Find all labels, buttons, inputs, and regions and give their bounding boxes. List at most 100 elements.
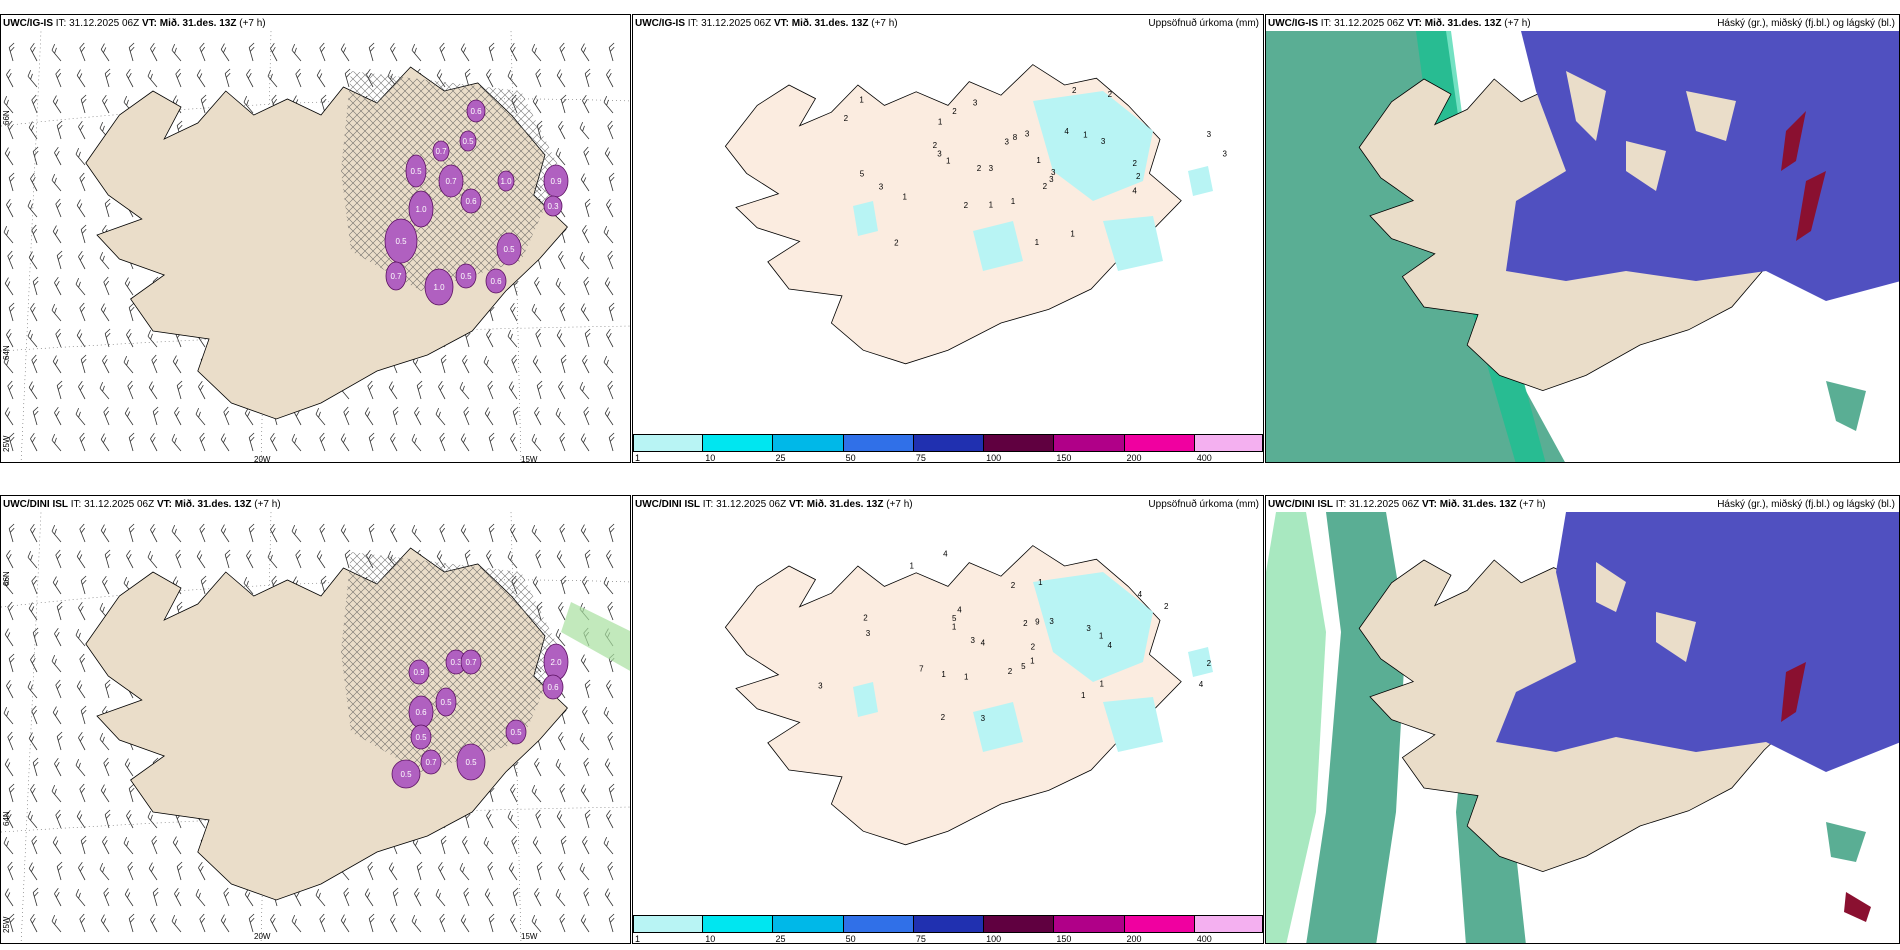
wind-barb <box>344 549 351 569</box>
precip-value-label: 2 <box>1136 172 1141 181</box>
wind-barb <box>246 68 254 88</box>
wind-barb <box>4 147 14 166</box>
panel-subtitle: Uppsöfnuð úrkoma (mm) <box>1148 499 1259 510</box>
icing-blob <box>497 170 515 192</box>
wind-barb <box>510 42 518 62</box>
wind-barb <box>75 407 86 426</box>
wind-barb <box>4 407 14 426</box>
wind-barb <box>558 380 566 400</box>
wind-barb <box>411 43 422 62</box>
colorbar-label: 25 <box>775 453 786 463</box>
icing-blob <box>485 268 507 294</box>
wind-barb <box>319 523 326 543</box>
icing-blob <box>405 154 427 188</box>
wind-barb <box>223 887 230 907</box>
wind-barb <box>583 757 590 777</box>
wind-barb <box>439 432 446 452</box>
wind-barb <box>534 406 542 426</box>
precip-value-label: 2 <box>844 114 849 123</box>
wind-barb <box>76 329 86 348</box>
colorbar-label: 100 <box>986 453 1002 463</box>
icing-areas: 0.5 1.0 0.5 0.7 1.0 0.6 0.5 0.7 0.6 0.5 0.6 1.0 0.9 0… <box>384 99 569 306</box>
wind-barb <box>291 524 302 543</box>
wind-barb <box>56 601 63 621</box>
precip-area <box>1033 91 1153 201</box>
precip-value-label: 1 <box>1011 197 1016 206</box>
wind-barb <box>198 861 206 881</box>
wind-barb <box>606 679 614 699</box>
colorbar-border <box>633 434 1263 452</box>
wind-barb <box>128 432 135 452</box>
precip-value-label: 2 <box>1132 159 1137 168</box>
wind-barb <box>171 43 182 62</box>
wind-barb <box>80 224 87 244</box>
wind-barb <box>368 432 375 452</box>
wind-barb <box>558 250 566 270</box>
wind-barb <box>535 328 542 348</box>
wind-barb <box>531 433 542 452</box>
wind-barb <box>198 380 206 400</box>
wind-barb <box>488 432 495 452</box>
wind-barb <box>27 550 38 569</box>
wind-barb <box>103 757 110 777</box>
wind-barb <box>55 809 62 829</box>
precip-value-label: 4 <box>1064 127 1069 136</box>
icing-blob <box>438 164 464 198</box>
icing-value-label: 0.6 <box>470 107 482 116</box>
wind-barb <box>580 654 590 673</box>
precip-value-label: 2 <box>1043 182 1048 191</box>
wind-barb <box>199 432 206 452</box>
wind-barb <box>31 354 38 374</box>
wind-barb <box>583 887 590 907</box>
wind-barb <box>559 783 566 803</box>
wind-barb <box>79 653 86 673</box>
wind-barb <box>606 809 614 829</box>
wind-barb <box>604 888 614 907</box>
wind-barb <box>27 69 38 88</box>
colorbar-segment <box>1054 915 1125 933</box>
wind-barb <box>54 757 62 777</box>
precip-areas <box>853 572 1213 752</box>
wind-barb <box>30 432 38 452</box>
lon-label-20: 20W <box>254 455 271 463</box>
wind-barb <box>604 147 614 166</box>
panel-title: UWC/IG-IS IT: 31.12.2025 06Z VT: Mið. 31… <box>3 18 266 29</box>
icing-blob <box>543 195 563 217</box>
wind-barb <box>532 95 542 114</box>
wind-barb <box>536 380 543 400</box>
precip-value-label: 3 <box>970 636 975 645</box>
precip-value-label: 2 <box>1164 602 1169 611</box>
wind-barb <box>100 433 110 452</box>
precip-value-label: 3 <box>818 681 823 690</box>
wind-barb <box>30 172 38 192</box>
colorbar-segment <box>633 434 704 452</box>
wind-barb <box>126 328 134 348</box>
icing-value-label: 0.5 <box>460 272 472 281</box>
precip-value-label: 2 <box>1108 90 1113 99</box>
wind-barb <box>532 576 542 595</box>
precip-value-label: 5 <box>1021 662 1026 671</box>
wind-barb <box>128 523 135 543</box>
wind-barb <box>560 354 567 374</box>
precip-value-label: 1 <box>989 200 994 209</box>
wind-barb <box>604 758 614 777</box>
wind-barb <box>510 783 518 803</box>
wind-barb <box>582 94 590 114</box>
wind-barb <box>416 861 423 881</box>
wind-barb <box>175 549 182 569</box>
wind-barb <box>124 407 134 426</box>
wind-barb <box>608 432 615 452</box>
precip-value-label: 3 <box>989 164 994 173</box>
precip-value-label: 1 <box>902 192 907 201</box>
wind-barb <box>104 68 111 88</box>
wind-barb <box>535 809 542 829</box>
wind-barb <box>579 251 590 270</box>
wind-barb <box>556 810 566 829</box>
wind-barb <box>584 549 591 569</box>
wind-barb <box>319 42 326 62</box>
wind-barb <box>343 887 350 907</box>
precip-area <box>853 682 878 717</box>
wind-barb <box>30 653 38 673</box>
colorbar-segment <box>773 915 844 933</box>
